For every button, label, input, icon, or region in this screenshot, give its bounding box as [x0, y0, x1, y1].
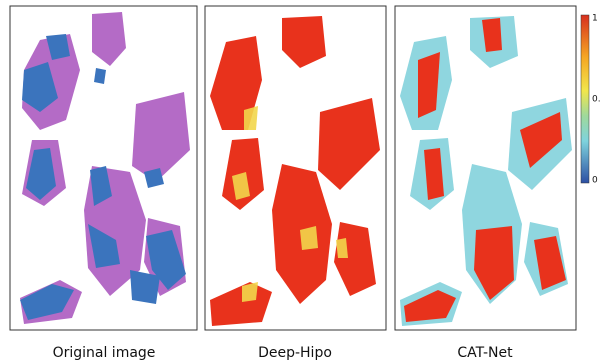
tumor-piece	[130, 270, 160, 304]
panel-deep-hipo	[205, 6, 386, 330]
figure: 1 0. 0 Original image Deep-Hipo CAT-Net	[0, 0, 601, 364]
caption: CAT-Net	[457, 345, 513, 361]
caption: Deep-Hipo	[258, 345, 332, 361]
colorbar-label: 1	[592, 14, 598, 24]
colorbar-label: 0.	[592, 95, 601, 105]
caption: Original image	[53, 345, 156, 361]
tumor-piece	[94, 68, 106, 84]
panel-cat-net	[395, 6, 576, 330]
heat-patch	[300, 226, 318, 250]
colorbar	[581, 15, 589, 183]
heat-patch	[336, 238, 348, 258]
colorbar-label: 0	[592, 176, 598, 186]
heat-patch	[244, 106, 258, 130]
panel-original	[10, 6, 197, 330]
